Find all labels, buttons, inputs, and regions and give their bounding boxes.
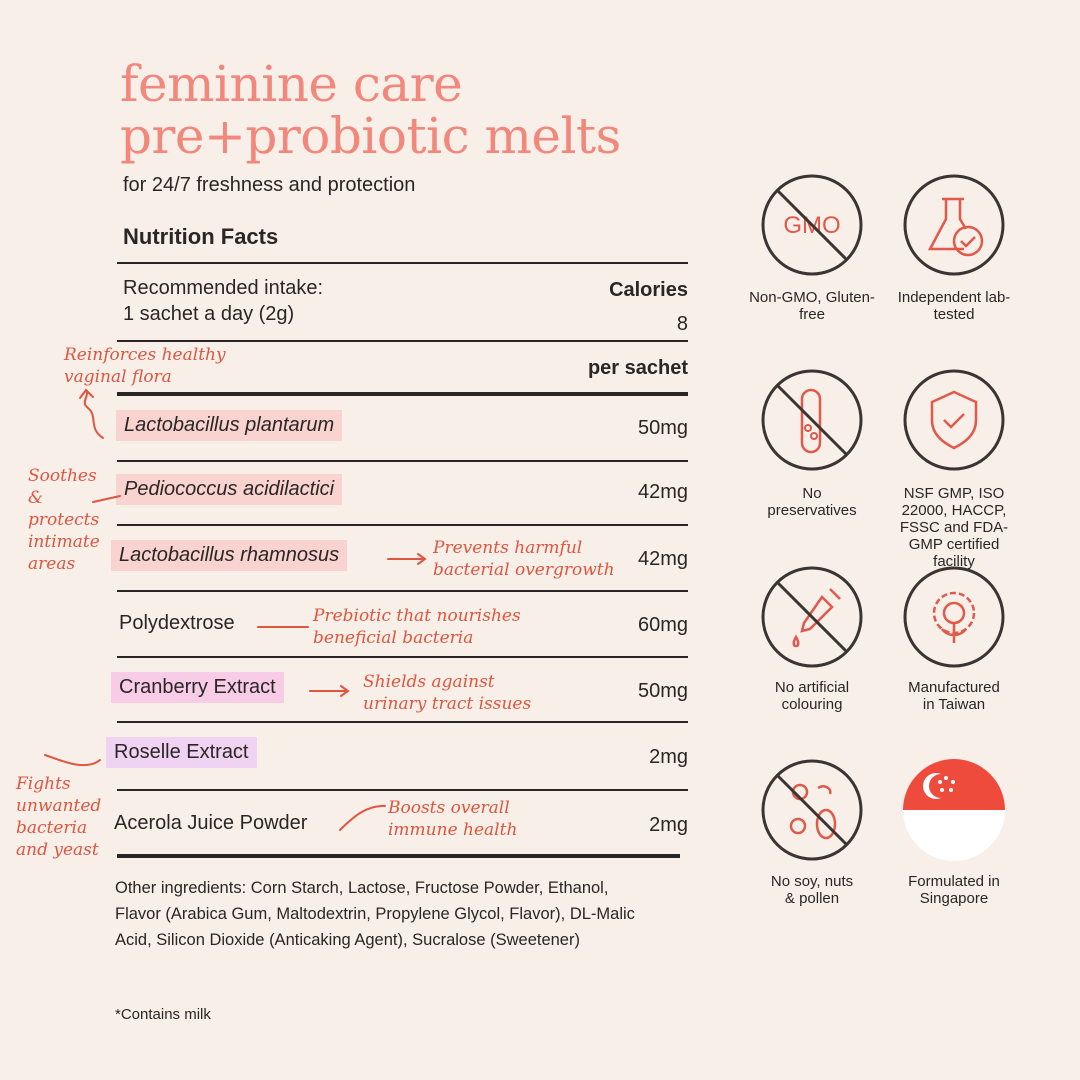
ingredient-polydextrose: Polydextrose — [119, 612, 235, 634]
title-line-1: feminine care — [120, 55, 463, 113]
divider — [117, 789, 688, 791]
badge-label: Manufactured in Taiwan — [908, 679, 1000, 713]
badge-label: Formulated in Singapore — [908, 873, 1000, 907]
note-cranberry: Shields against urinary tract issues — [363, 672, 532, 714]
amount: 42mg — [637, 548, 688, 570]
line-acerola — [339, 804, 386, 831]
amount: 50mg — [637, 417, 688, 439]
divider — [117, 656, 688, 658]
badge-label: Non-GMO, Gluten-free — [749, 289, 875, 323]
shield-check-icon — [903, 369, 1005, 471]
divider — [117, 262, 688, 264]
ingredient-pediococcus: Pediococcus acidilactici — [116, 474, 343, 505]
divider — [117, 340, 688, 342]
arrow-rhamnosus — [387, 553, 427, 565]
subtitle: for 24/7 freshness and protection — [123, 174, 416, 196]
divider — [117, 721, 688, 723]
divider — [117, 854, 680, 858]
divider — [117, 590, 688, 592]
note-plantarum: Reinforces healthy vaginal flora — [64, 345, 226, 387]
calories-label: Calories — [609, 279, 688, 301]
note-acerola: Boosts overall immune health — [388, 798, 518, 840]
note-rhamnosus: Prevents harmful bacterial overgrowth — [433, 538, 615, 580]
arrow-cranberry — [309, 685, 350, 697]
badge-label: NSF GMP, ISO 22000, HACCP, FSSC and FDA-… — [899, 485, 1009, 570]
no-allergens-icon — [761, 759, 863, 861]
line-roselle — [44, 754, 101, 767]
lab-flask-icon — [903, 174, 1005, 276]
amount: 42mg — [637, 481, 688, 503]
divider — [117, 460, 688, 462]
calories-value: 8 — [676, 313, 688, 335]
no-gmo-icon: GMO — [761, 174, 863, 276]
amount: 50mg — [637, 680, 688, 702]
ingredient-roselle: Roselle Extract — [106, 737, 257, 768]
ingredient-lactobacillus-plantarum: Lactobacillus plantarum — [116, 410, 343, 441]
nutrition-facts-heading: Nutrition Facts — [123, 224, 279, 249]
ingredient-lactobacillus-rhamnosus: Lactobacillus rhamnosus — [111, 540, 348, 571]
gear-plant-icon — [903, 566, 1005, 668]
divider — [117, 524, 688, 526]
line-pediococcus — [92, 495, 121, 503]
amount: 60mg — [637, 614, 688, 636]
note-roselle: Fights unwanted bacteria and yeast — [16, 774, 102, 860]
divider — [117, 392, 688, 396]
badge-label: No soy, nuts & pollen — [770, 873, 854, 907]
badge-label: No artificial colouring — [774, 679, 850, 713]
no-artificial-colouring-icon — [761, 566, 863, 668]
intake-label: Recommended intake: — [123, 277, 324, 299]
ingredient-acerola: Acerola Juice Powder — [114, 812, 308, 834]
other-ingredients: Other ingredients: Corn Starch, Lactose,… — [115, 879, 635, 949]
ingredient-cranberry: Cranberry Extract — [111, 672, 284, 703]
amount: 2mg — [649, 746, 688, 768]
title-line-2: pre+probiotic melts — [120, 107, 621, 165]
badge-label: Independent lab-tested — [897, 289, 1011, 323]
product-title: feminine care pre+probiotic melts — [120, 58, 621, 162]
per-sachet-label: per sachet — [587, 357, 688, 379]
note-polydextrose: Prebiotic that nourishes beneficial bact… — [313, 606, 521, 648]
arrow-plantarum — [83, 389, 104, 439]
amount: 2mg — [649, 814, 688, 836]
note-pediococcus: Soothes & protects intimate areas — [28, 466, 100, 574]
intake-value: 1 sachet a day (2g) — [123, 303, 295, 325]
allergen-note: *Contains milk — [115, 1006, 211, 1023]
no-preservatives-icon — [761, 369, 863, 471]
badge-label: No preservatives — [767, 485, 857, 519]
singapore-flag-icon — [903, 759, 1005, 861]
